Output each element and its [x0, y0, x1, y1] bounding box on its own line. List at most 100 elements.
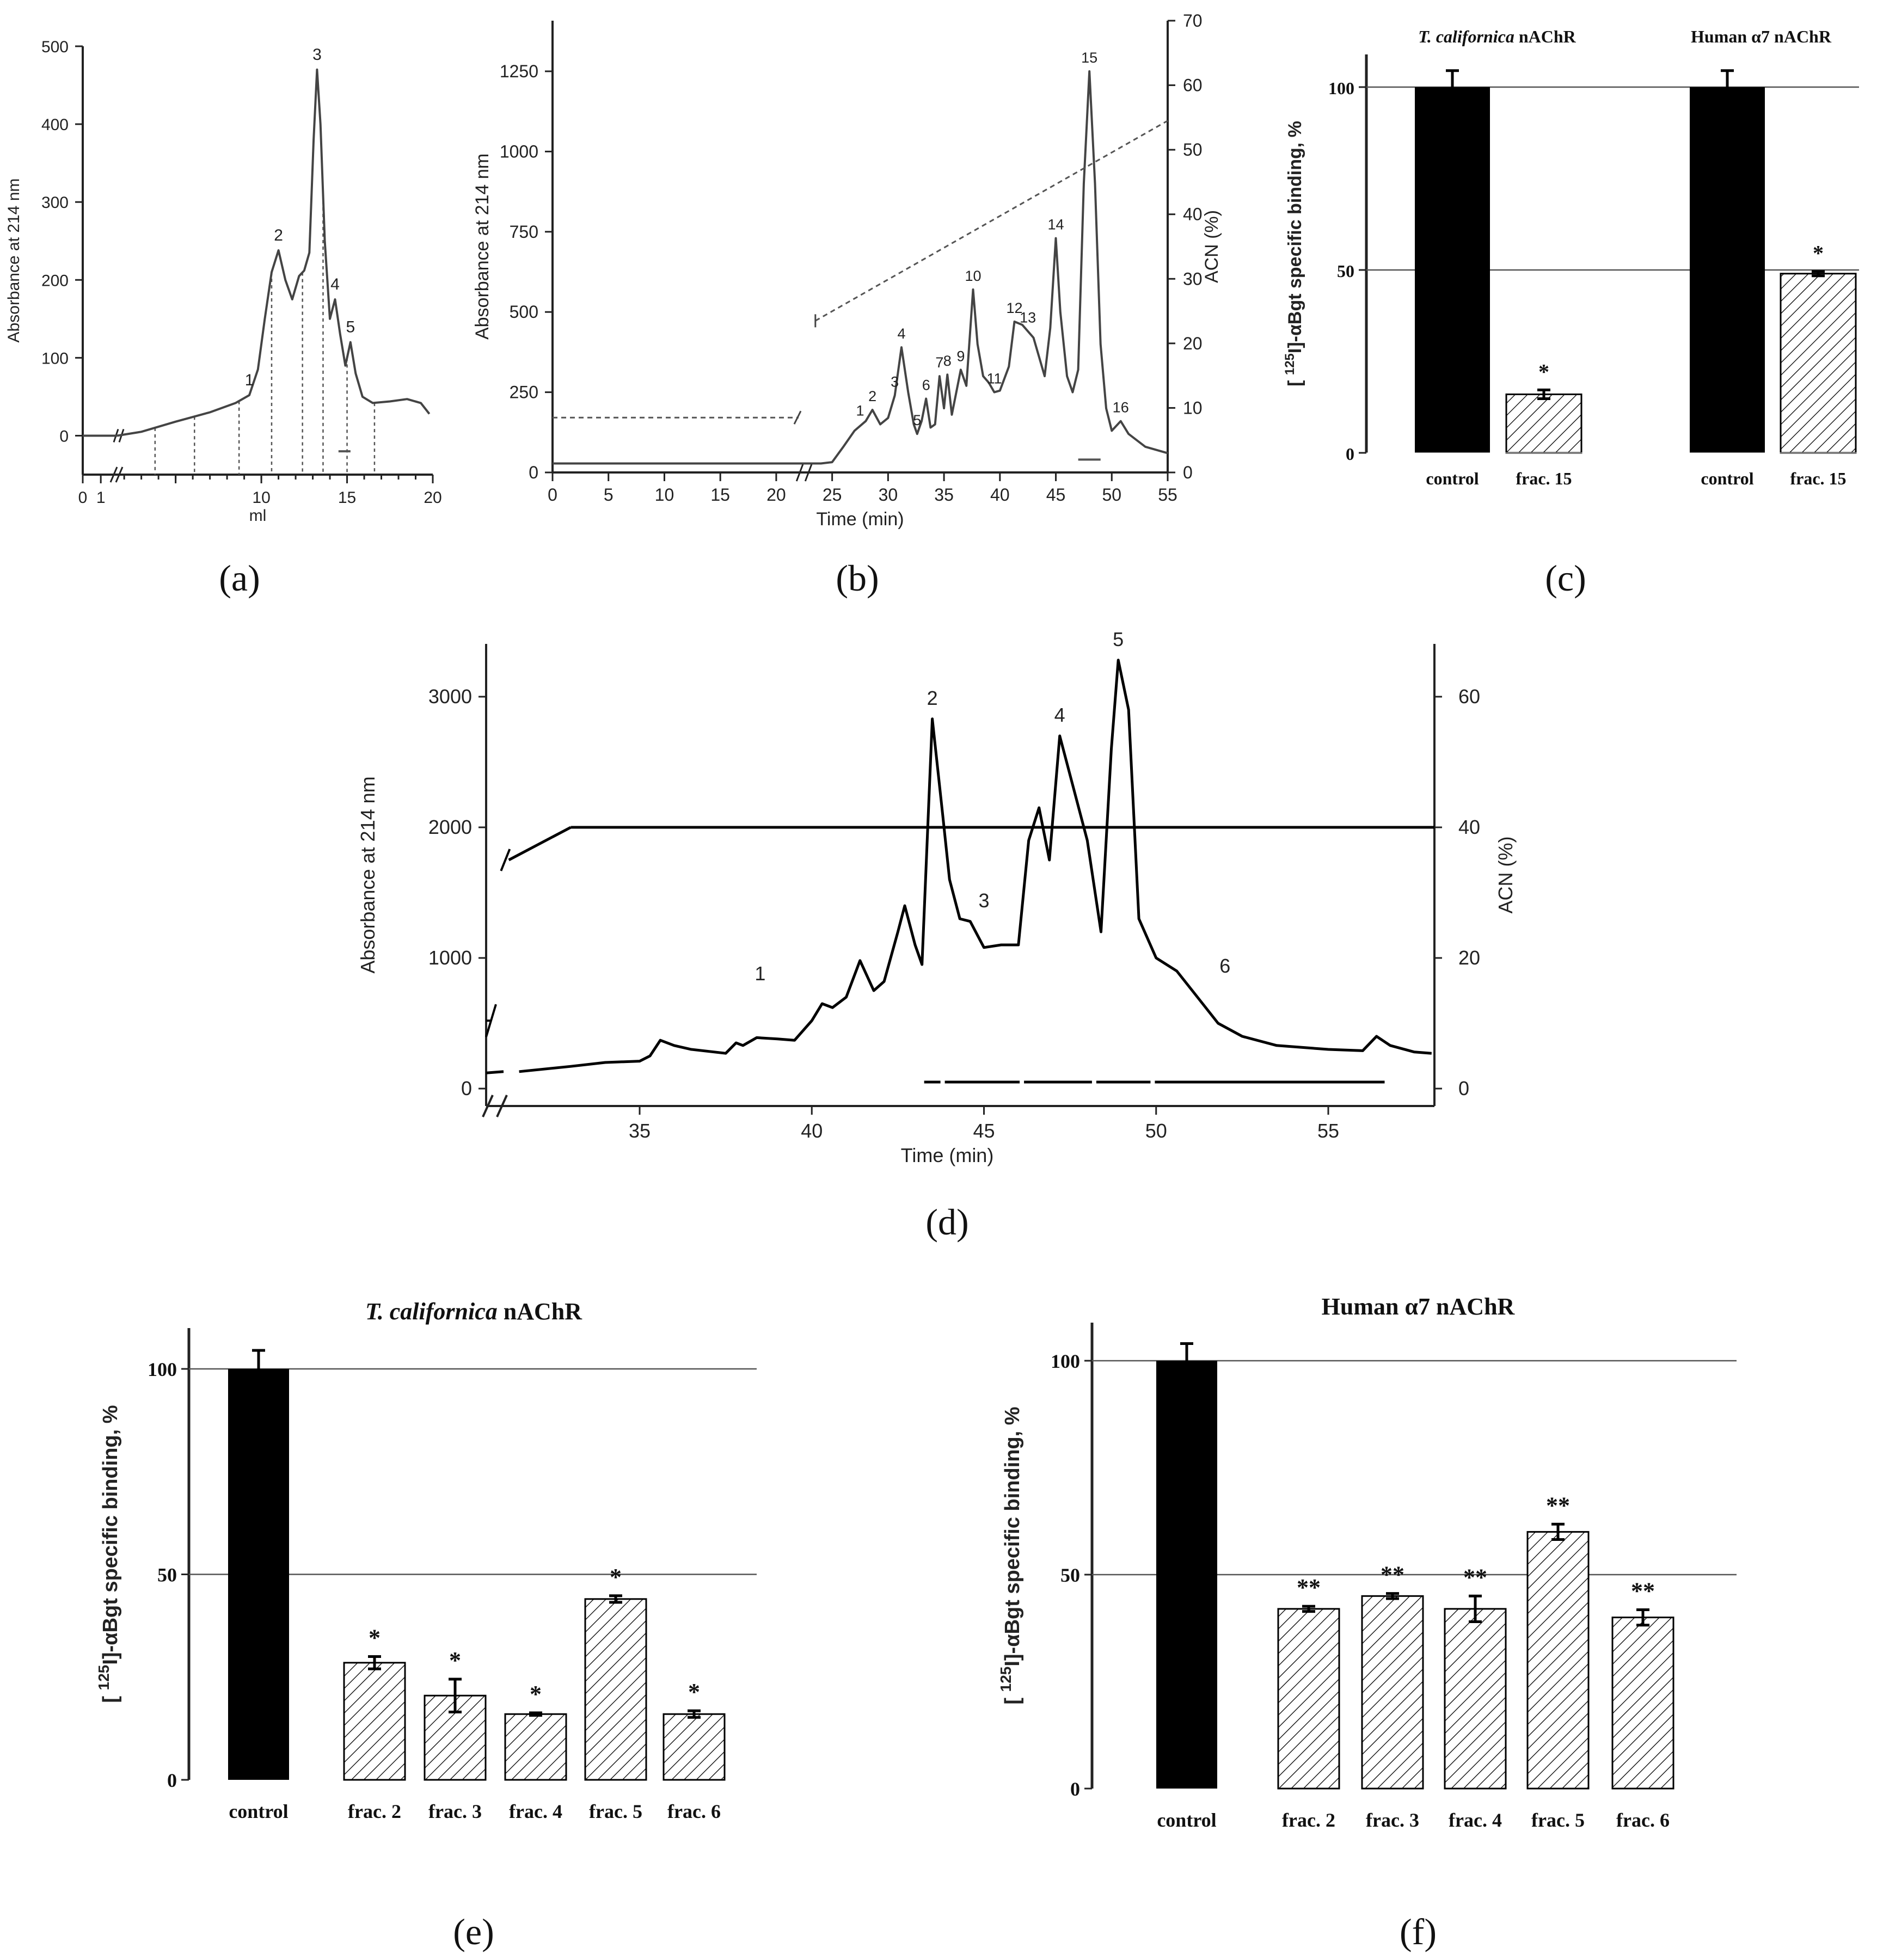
x-tick-label-d: 50 [1145, 1120, 1167, 1142]
x-tick-label-b: 55 [1158, 485, 1177, 505]
x-tick-label-b: 50 [1102, 485, 1121, 505]
significance-mark-e: * [688, 1679, 700, 1705]
y-tick-label-d: 3000 [428, 685, 472, 708]
error-bar-f [1636, 1608, 1649, 1627]
y-tick-label-b: 0 [529, 463, 538, 482]
x-tick-label-d: 55 [1317, 1120, 1339, 1142]
bar-f [1611, 1617, 1674, 1790]
significance-mark-c: * [1538, 359, 1549, 384]
panel-label-e: (e) [453, 1911, 494, 1952]
x-tick-label-b: 25 [823, 485, 842, 505]
category-label-c: frac. 15 [1790, 469, 1846, 488]
significance-mark-f: ** [1297, 1574, 1321, 1601]
category-label-e: frac. 3 [428, 1801, 482, 1822]
y2-tick-label-d: 40 [1458, 816, 1480, 838]
panel-label-c: (c) [1545, 557, 1586, 599]
gradient-break-b [793, 410, 802, 425]
y-tick-label-a: 400 [41, 116, 69, 134]
error-bar-f [1551, 1522, 1565, 1541]
bar-e [504, 1713, 567, 1781]
error-bar-e [368, 1655, 381, 1670]
category-label-f: frac. 2 [1282, 1809, 1335, 1831]
peak-label-b: 13 [1020, 310, 1036, 326]
x-tick-label-a: 1 [96, 489, 106, 507]
acn-gradient-b [815, 120, 1168, 322]
error-bar-e [609, 1594, 622, 1604]
category-label-e: frac. 5 [589, 1801, 642, 1822]
significance-mark-e: * [530, 1681, 542, 1707]
category-label-c: control [1701, 469, 1753, 488]
gradient-break-d [485, 1004, 497, 1037]
significance-mark-c: * [1813, 241, 1824, 266]
y-tick-label-f: 50 [1060, 1564, 1080, 1586]
category-label-c: frac. 15 [1516, 469, 1572, 488]
bar-e [228, 1369, 289, 1780]
y2-tick-label-d: 60 [1458, 685, 1480, 708]
peak-label-a: 1 [245, 371, 254, 389]
peak-label-b: 12 [1007, 300, 1023, 316]
panel-label-b: (b) [836, 557, 879, 599]
peak-label-a: 3 [312, 46, 322, 64]
y-tick-label-c: 0 [1346, 444, 1354, 464]
bar-e [584, 1598, 647, 1781]
panel-label-f: (f) [1400, 1911, 1437, 1952]
error-bar-c [1537, 388, 1550, 401]
peak-label-a: 5 [346, 318, 355, 336]
peak-label-a: 4 [330, 275, 340, 293]
bar-f [1444, 1608, 1507, 1790]
error-bar-f [1386, 1592, 1399, 1600]
category-label-e: frac. 6 [667, 1801, 721, 1822]
y-tick-label-d: 1000 [428, 947, 472, 969]
y-tick-label-e: 50 [157, 1564, 177, 1586]
x-tick-label-b: 15 [710, 485, 730, 505]
significance-mark-e: * [449, 1647, 461, 1674]
bar-f [1156, 1361, 1217, 1789]
peak-label-d: 6 [1219, 955, 1230, 977]
x-tick-label-b: 35 [934, 485, 954, 505]
bar-f [1526, 1531, 1590, 1790]
error-bar-f [1469, 1594, 1482, 1623]
y-axis-label-f: [ 125I]-αBgt specific binding, % [997, 1406, 1025, 1704]
y-tick-label-a: 200 [41, 272, 69, 290]
error-bar-c [1721, 69, 1734, 104]
category-label-f: frac. 6 [1616, 1809, 1670, 1831]
y-tick-label-c: 50 [1337, 261, 1354, 281]
x-tick-label-a: 20 [424, 489, 441, 507]
significance-mark-f: ** [1463, 1564, 1487, 1590]
y-tick-label-e: 100 [148, 1359, 177, 1380]
category-label-f: frac. 5 [1531, 1809, 1585, 1831]
error-bar-f [1302, 1605, 1315, 1613]
category-label-f: control [1157, 1809, 1216, 1831]
y2-tick-label-b: 50 [1183, 140, 1203, 159]
x-tick-label-b: 30 [879, 485, 898, 505]
peak-label-b: 15 [1081, 50, 1097, 66]
peak-label-d: 5 [1113, 628, 1124, 650]
y-tick-label-a: 500 [41, 38, 69, 56]
y-tick-label-d: 0 [461, 1077, 472, 1099]
x-tick-label-d: 40 [801, 1120, 823, 1142]
significance-mark-f: ** [1381, 1562, 1404, 1588]
error-bar-c [1446, 69, 1459, 104]
x-tick-label-a: 15 [338, 489, 356, 507]
axis-break-d [482, 1095, 508, 1117]
bar-e [343, 1662, 406, 1781]
trace-a [116, 68, 431, 437]
group-title-c-1: T. californica nAChR [1418, 27, 1576, 46]
peak-label-b: 10 [965, 268, 981, 284]
x-tick-label-b: 45 [1046, 485, 1066, 505]
trace-d-baseline [486, 1070, 504, 1074]
bar-c [1690, 87, 1765, 453]
y-tick-label-f: 0 [1070, 1778, 1080, 1800]
y2-tick-label-b: 10 [1183, 398, 1203, 417]
category-label-f: frac. 3 [1366, 1809, 1419, 1831]
y2-tick-label-b: 20 [1183, 334, 1203, 353]
panel-f: 0 50 100 control ** frac. 2 ** frac. 3 ** frac. 4… [997, 1293, 1737, 1952]
y2-axis-label-d: ACN (%) [1494, 837, 1517, 914]
x-axis-label-a: ml [249, 507, 267, 525]
category-label-f: frac. 4 [1449, 1809, 1502, 1831]
y-axis-label-c: [ 125I]-αBgt specific binding, % [1283, 121, 1306, 386]
gradient-mark-d [500, 849, 511, 871]
peak-label-d: 2 [927, 687, 938, 709]
chart-title-e: T. californica nAChR [365, 1298, 582, 1325]
